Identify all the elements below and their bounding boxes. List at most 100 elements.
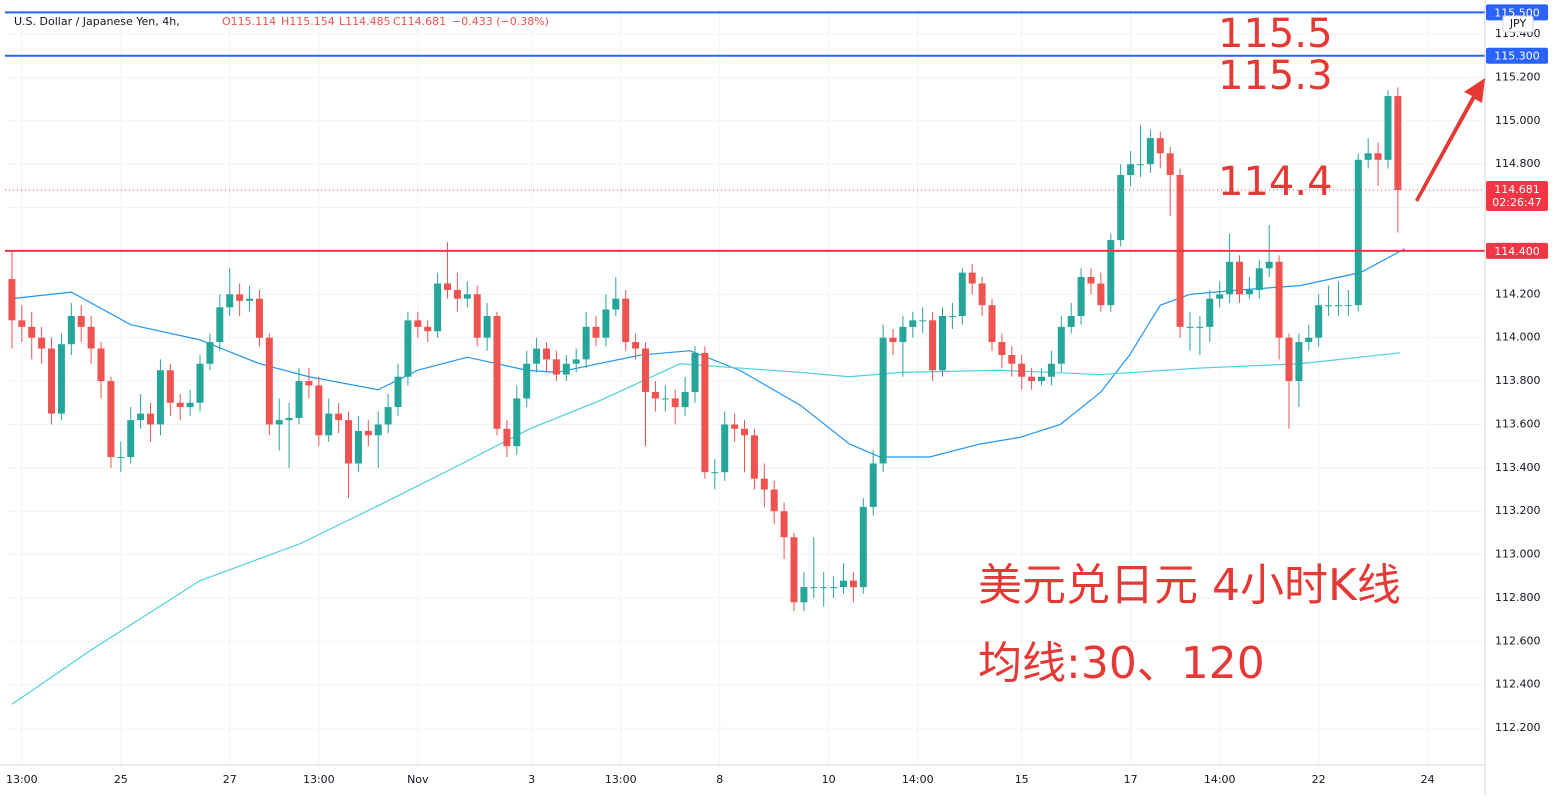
- candle-body: [503, 428, 511, 447]
- change: −0.433 (−0.38%): [452, 15, 549, 28]
- candle-body: [1206, 298, 1214, 327]
- y-tick-label: 112.600: [1495, 634, 1541, 647]
- x-tick-label: 15: [1015, 773, 1029, 786]
- candle-body: [285, 417, 293, 421]
- candle-body: [255, 298, 263, 338]
- candle-body: [859, 506, 867, 588]
- candle-body: [354, 430, 362, 464]
- candle-body: [1146, 138, 1154, 165]
- candle-body: [394, 376, 402, 408]
- candle-body: [869, 463, 877, 507]
- countdown: 02:26:47: [1492, 196, 1541, 209]
- candle-body: [661, 398, 669, 400]
- x-tick-label: 14:00: [902, 773, 934, 786]
- candle-body: [1334, 305, 1342, 307]
- candle-body: [523, 363, 531, 399]
- candle-body: [1245, 289, 1253, 295]
- price-badge: [1486, 242, 1548, 259]
- y-tick-label: 115.200: [1495, 70, 1541, 83]
- y-tick-label: 115.000: [1495, 114, 1541, 127]
- candle-body: [820, 587, 828, 589]
- candle-body: [988, 305, 996, 343]
- currency-badge: [1502, 15, 1534, 33]
- candle-body: [1255, 268, 1263, 290]
- candle-body: [770, 489, 778, 512]
- x-tick-label: Nov: [407, 773, 429, 786]
- candle-body: [424, 326, 432, 332]
- candle-body: [1028, 376, 1036, 382]
- candle-body: [1285, 337, 1293, 382]
- candle-body: [1087, 276, 1095, 284]
- candle-body: [335, 413, 343, 421]
- candle-body: [345, 420, 353, 464]
- candle-body: [1117, 175, 1125, 241]
- candle-body: [295, 381, 303, 418]
- candle-body: [473, 294, 481, 338]
- candle-body: [879, 337, 887, 464]
- candle-body: [137, 413, 145, 421]
- x-tick-label: 13:00: [605, 773, 637, 786]
- candle-body: [849, 580, 857, 588]
- candle-body: [651, 391, 659, 399]
- candle-body: [592, 326, 600, 338]
- y-tick-label: 114.200: [1495, 287, 1541, 300]
- price-badge-label: 114.400: [1494, 245, 1540, 258]
- candle-body: [533, 348, 541, 364]
- candle-body: [1097, 283, 1105, 306]
- candle-body: [1226, 261, 1234, 295]
- candle-body: [790, 537, 798, 603]
- candle-body: [1344, 305, 1352, 307]
- candle-body: [97, 348, 105, 382]
- candle-body: [681, 391, 689, 408]
- candle-body: [196, 363, 204, 403]
- candle-body: [18, 320, 26, 327]
- y-tick-label: 113.200: [1495, 504, 1541, 517]
- candle-body: [453, 289, 461, 299]
- candle-body: [38, 337, 46, 349]
- candle-body: [463, 294, 471, 299]
- candle-body: [176, 402, 184, 408]
- y-tick-label: 113.000: [1495, 548, 1541, 561]
- candle-body: [28, 326, 36, 338]
- candle-body: [1037, 376, 1045, 382]
- candle-body: [1047, 363, 1055, 377]
- candle-body: [810, 587, 818, 589]
- annotation: 美元兑日元 4小时K线: [978, 560, 1401, 611]
- candle-body: [275, 420, 283, 425]
- candle-body: [364, 430, 372, 436]
- last-price-badge: [1486, 180, 1548, 211]
- candle-body: [899, 326, 907, 343]
- candle-body: [1196, 326, 1204, 328]
- x-tick-label: 27: [223, 773, 237, 786]
- candle-body: [315, 385, 323, 436]
- candle-body: [642, 348, 650, 392]
- candle-body: [929, 320, 937, 371]
- candle-body: [671, 398, 679, 408]
- candle-body: [968, 272, 976, 284]
- axes: 112.200 112.400 112.600 112.800 113.000 113.2…: [6, 4, 1548, 786]
- candle-body: [1235, 261, 1243, 295]
- candle-body: [711, 472, 719, 474]
- candle-body: [562, 363, 570, 375]
- y-tick-label: 112.400: [1495, 678, 1541, 691]
- candle-body: [552, 359, 560, 375]
- candle-body: [166, 370, 174, 403]
- candle-body: [840, 580, 848, 588]
- candle-body: [889, 337, 897, 343]
- x-tick-label: 13:00: [303, 773, 335, 786]
- x-tick-label: 14:00: [1204, 773, 1236, 786]
- candle-body: [77, 316, 85, 327]
- x-tick-label: 3: [528, 773, 535, 786]
- candle-body: [1305, 337, 1313, 343]
- annotation: 114.4: [1218, 159, 1333, 205]
- candle-body: [483, 316, 491, 338]
- candle-body: [305, 381, 313, 386]
- candle-body: [701, 352, 709, 473]
- x-tick-label: 10: [822, 773, 836, 786]
- arrow: [1415, 78, 1485, 202]
- currency: JPY: [1509, 17, 1527, 30]
- candle-body: [1374, 153, 1382, 160]
- symbol: U.S. Dollar / Japanese Yen, 4h,: [14, 15, 180, 28]
